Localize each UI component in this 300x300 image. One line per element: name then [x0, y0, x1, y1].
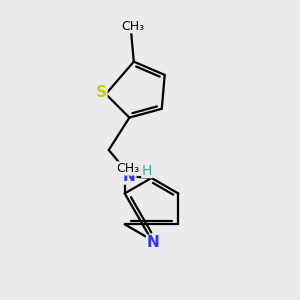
Text: N: N: [147, 235, 159, 250]
Text: CH₃: CH₃: [116, 162, 139, 175]
Text: H: H: [142, 164, 152, 178]
Text: S: S: [96, 85, 107, 100]
Text: CH₃: CH₃: [121, 20, 144, 33]
Text: N: N: [123, 169, 136, 184]
